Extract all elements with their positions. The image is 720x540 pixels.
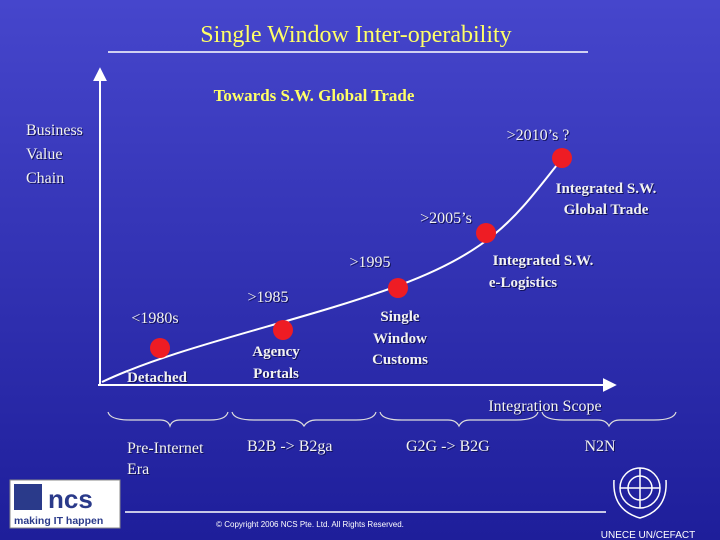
era-label: G2G -> B2G xyxy=(406,438,490,455)
era-label: Pre-Internet xyxy=(127,440,204,457)
milestone-label: e-Logistics xyxy=(489,275,557,291)
milestone-label: Agency xyxy=(252,344,300,360)
y-axis-label: Business xyxy=(26,122,83,139)
era-label: B2B -> B2ga xyxy=(247,438,332,455)
milestone-period: >1995 xyxy=(349,254,390,271)
organization: UNECE UN/CEFACT xyxy=(601,530,695,540)
copyright: © Copyright 2006 NCS Pte. Ltd. All Right… xyxy=(216,520,404,529)
era-label: N2N xyxy=(584,438,616,455)
milestone-period: >1985 xyxy=(247,289,288,306)
milestone-label: Global Trade xyxy=(564,202,649,218)
era-brackets xyxy=(107,411,677,428)
era-label: Era xyxy=(127,461,149,478)
y-axis-label: Value xyxy=(26,146,62,163)
milestone-dot xyxy=(273,320,293,340)
milestone-label: Portals xyxy=(253,366,299,382)
milestones: <1980s Detached >1985 Agency Portals >19… xyxy=(127,127,657,386)
milestone-dot xyxy=(552,148,572,168)
milestone-label: Integrated S.W. xyxy=(493,253,594,269)
y-axis-label: Chain xyxy=(26,170,64,187)
milestone-label: Single xyxy=(380,309,420,325)
milestone-label: Detached xyxy=(127,370,188,386)
un-emblem xyxy=(613,467,667,519)
milestone-dot xyxy=(476,223,496,243)
x-axis-label: Integration Scope xyxy=(488,398,601,415)
milestone-label: Customs xyxy=(372,352,428,368)
logo-text: ncs xyxy=(48,484,93,514)
ncs-logo: ncs making IT happen xyxy=(9,479,121,529)
logo-mark xyxy=(14,484,42,510)
milestone-period: >2005’s xyxy=(420,210,472,227)
milestone-label: Window xyxy=(373,331,427,347)
milestone-period: >2010’s ? xyxy=(507,127,570,144)
milestone-dot xyxy=(150,338,170,358)
milestone-label: Integrated S.W. xyxy=(556,181,657,197)
logo-tagline: making IT happen xyxy=(14,515,103,527)
subtitle: Towards S.W. Global Trade xyxy=(214,86,415,105)
milestone-dot xyxy=(388,278,408,298)
title: Single Window Inter-operability xyxy=(200,22,511,48)
milestone-period: <1980s xyxy=(131,310,178,327)
